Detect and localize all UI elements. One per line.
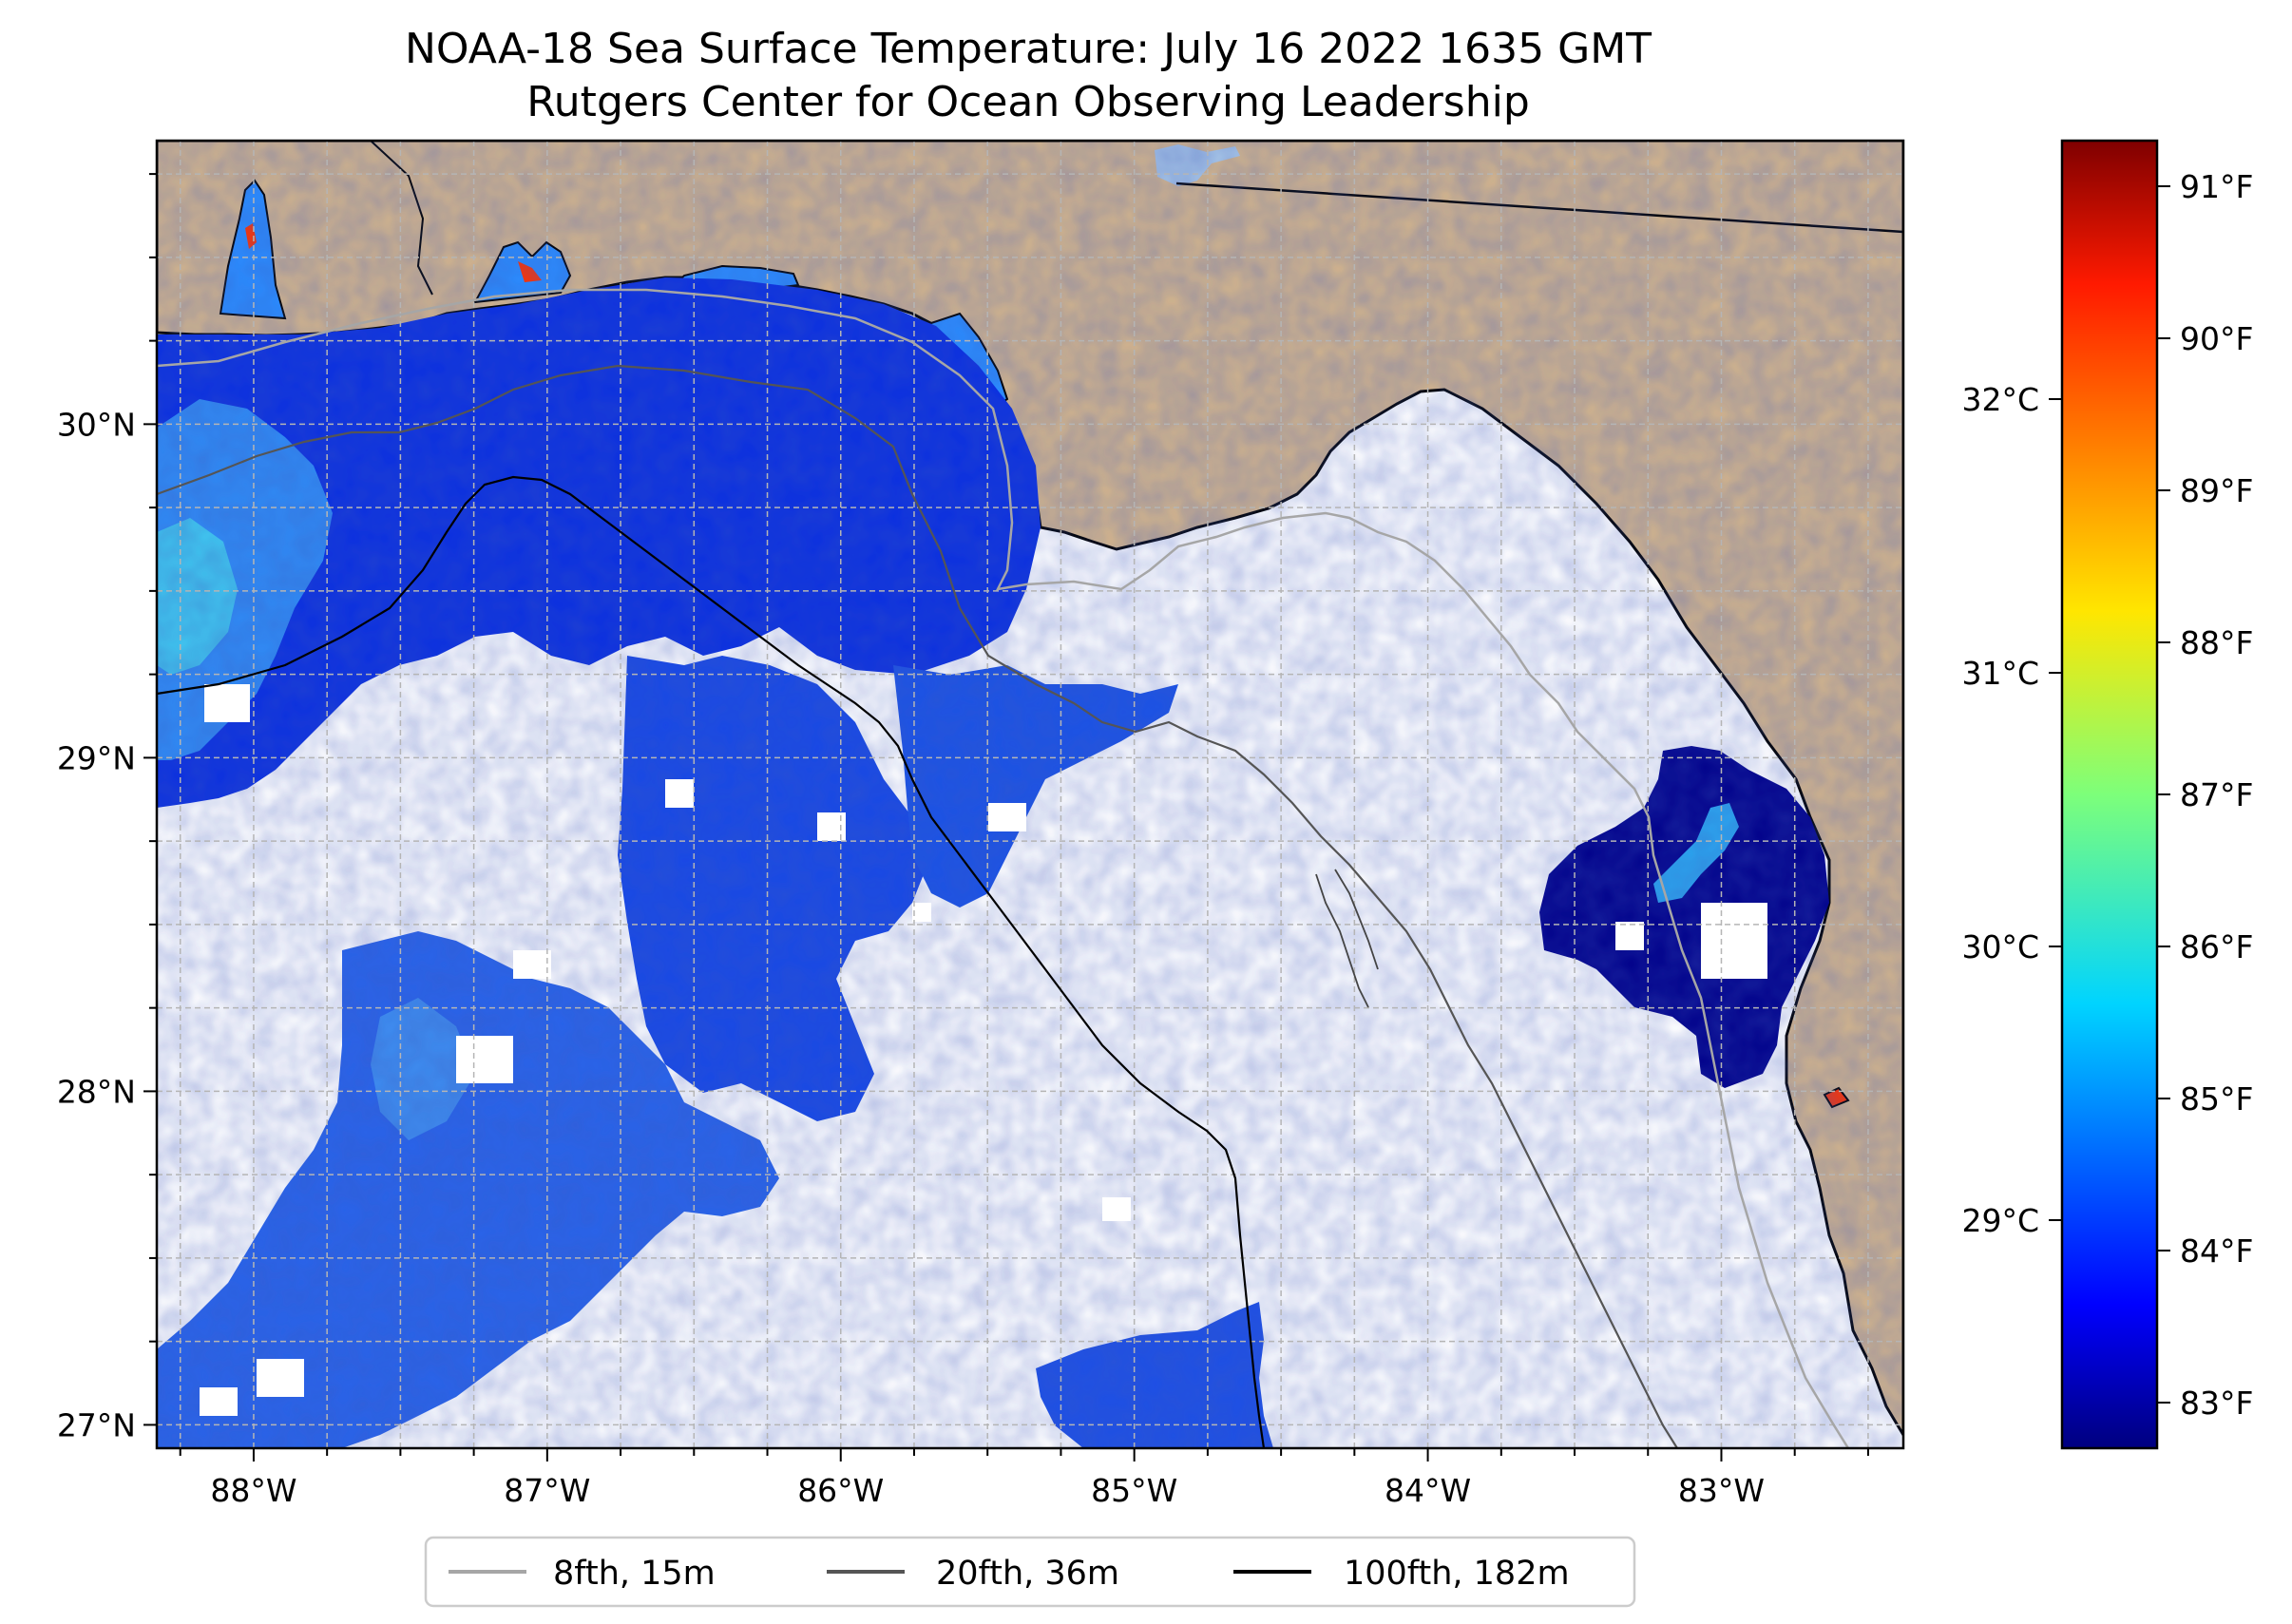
colorbar-c-tick-label: 31°C — [1961, 655, 2039, 692]
colorbar-f-tick-label: 90°F — [2180, 320, 2253, 357]
colorbar-c-tick-label: 30°C — [1961, 928, 2039, 965]
y-tick-label: 29°N — [57, 739, 136, 776]
x-tick-label: 86°W — [797, 1472, 884, 1509]
legend-label-100fth: 100fth, 182m — [1344, 1555, 1570, 1593]
chart-title: NOAA-18 Sea Surface Temperature: July 16… — [405, 25, 1652, 73]
y-tick-label: 27°N — [57, 1406, 136, 1443]
sst-data-layer — [157, 141, 1903, 1448]
y-tick-label: 30°N — [57, 406, 136, 443]
y-tick-label: 28°N — [57, 1073, 136, 1110]
colorbar-f-tick-label: 89°F — [2180, 472, 2253, 509]
gridlines — [157, 141, 1903, 1448]
x-tick-label: 84°W — [1385, 1472, 1471, 1509]
legend-label-20fth: 20fth, 36m — [936, 1555, 1119, 1593]
colorbar-fahrenheit-ticks: 83°F 84°F 85°F 86°F 87°F 88°F 89°F 90°F 91°F — [2157, 168, 2253, 1422]
colorbar: 83°F 84°F 85°F 86°F 87°F 88°F 89°F 90°F 91°F 29°… — [1961, 139, 2253, 1450]
chart-subtitle: Rutgers Center for Ocean Observing Leade… — [526, 78, 1530, 126]
y-axis: 27°N 28°N 29°N 30°N — [57, 173, 157, 1443]
x-axis: 88°W 87°W 86°W 85°W 84°W 83°W — [179, 1448, 1869, 1509]
map-area — [157, 141, 1903, 1448]
colorbar-celsius-ticks: 29°C 30°C 31°C 32°C — [1961, 381, 2062, 1239]
legend-box — [424, 1536, 1636, 1608]
colorbar-gradient — [2060, 139, 2159, 1450]
sst-region-texture — [157, 141, 1903, 1448]
x-tick-label: 88°W — [210, 1472, 296, 1509]
colorbar-f-tick-label: 91°F — [2180, 168, 2253, 205]
colorbar-f-tick-label: 86°F — [2180, 928, 2253, 965]
colorbar-f-tick-label: 88°F — [2180, 624, 2253, 661]
map-frame — [155, 139, 1905, 1450]
x-tick-label: 85°W — [1091, 1472, 1177, 1509]
x-tick-label: 83°W — [1678, 1472, 1765, 1509]
isobath-8fth-15m — [157, 288, 1850, 1448]
colorbar-c-tick-label: 29°C — [1961, 1202, 2039, 1239]
colorbar-f-tick-label: 85°F — [2180, 1080, 2253, 1118]
colorbar-c-tick-label: 32°C — [1961, 381, 2039, 418]
x-tick-label: 87°W — [504, 1472, 590, 1509]
colorbar-f-tick-label: 83°F — [2180, 1385, 2253, 1422]
isobath-100fth-182m — [157, 475, 1266, 1448]
big-bend-coastline-detail — [1315, 869, 1379, 1008]
isobath-20fth-36m — [157, 364, 1678, 1448]
legend-label-8fth: 8fth, 15m — [553, 1555, 716, 1593]
colorbar-f-tick-label: 84°F — [2180, 1232, 2253, 1270]
legend: 8fth, 15m 20fth, 36m 100fth, 182m — [424, 1536, 1636, 1608]
colorbar-f-tick-label: 87°F — [2180, 776, 2253, 813]
